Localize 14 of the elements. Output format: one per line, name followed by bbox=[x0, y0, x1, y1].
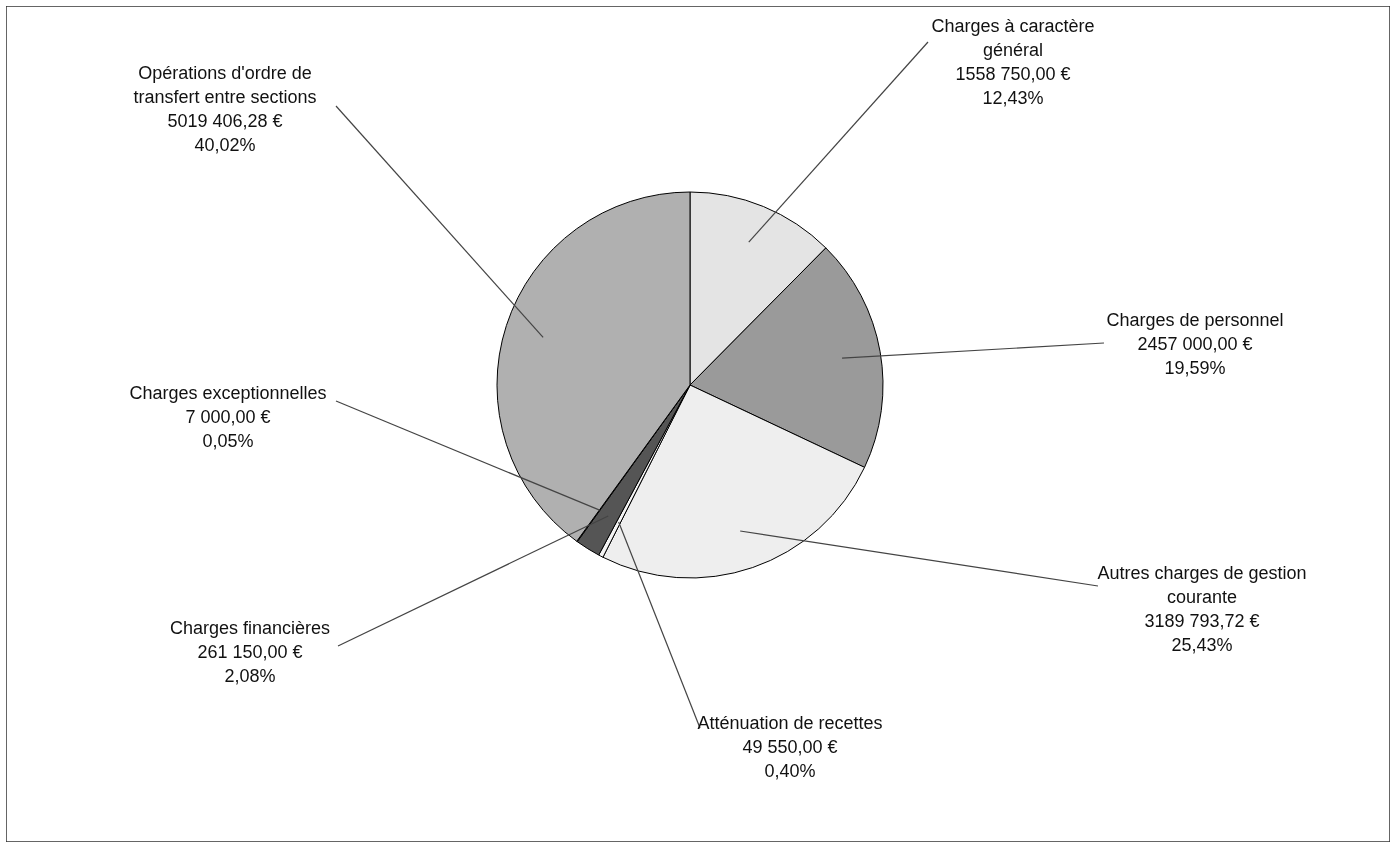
slice-label: Charges de personnel bbox=[1106, 310, 1284, 330]
data-label: 3189 793,72 € 25,43% bbox=[1144, 611, 1260, 655]
data-label: 49 550,00 € 0,40% bbox=[742, 737, 838, 781]
slice-label: Autres charges de gestion courante bbox=[1097, 563, 1307, 607]
data-label: 7 000,00 € 0,05% bbox=[185, 407, 271, 451]
data-label: 1558 750,00 € 12,43% bbox=[955, 64, 1071, 108]
slice-label: Charges exceptionnelles bbox=[129, 383, 327, 403]
data-label: 261 150,00 € 2,08% bbox=[197, 642, 303, 686]
slice-label: Charges à caractère général bbox=[931, 16, 1095, 60]
slice-label: Opérations d'ordre de transfert entre sections bbox=[133, 63, 317, 107]
slice-label: Charges financières bbox=[169, 618, 331, 638]
data-label: 2457 000,00 € 19,59% bbox=[1137, 334, 1253, 378]
slice-label: Atténuation de recettes bbox=[697, 713, 883, 733]
data-label: 5019 406,28 € 40,02% bbox=[167, 111, 283, 155]
